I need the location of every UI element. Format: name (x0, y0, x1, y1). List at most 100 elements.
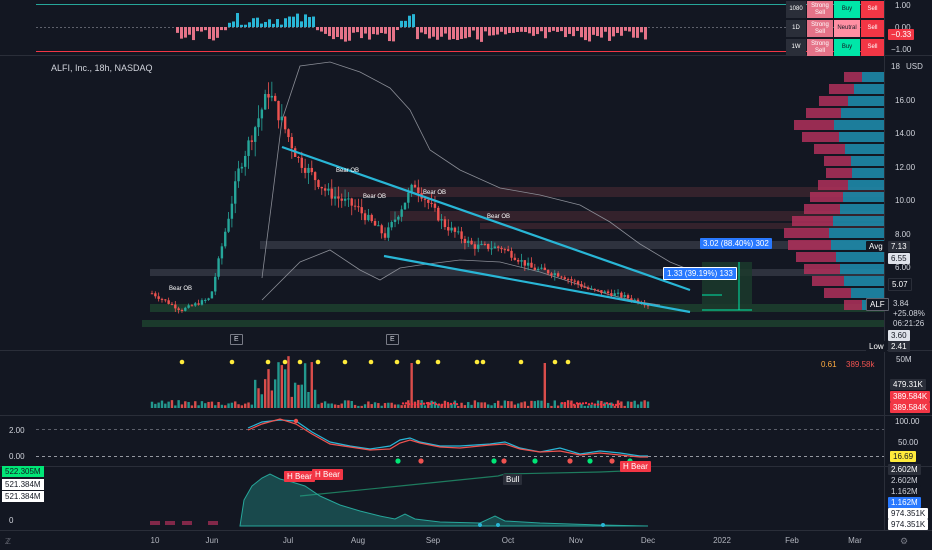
candle-body (377, 225, 380, 227)
volume-dot (590, 402, 594, 405)
chart-title[interactable]: ALFI, Inc., 18h, NASDAQ (51, 63, 153, 73)
histogram-bar (504, 27, 507, 35)
histogram-bar (272, 23, 275, 27)
bear-ob-zone (330, 187, 884, 197)
osc-value-tag: 16.69 (890, 451, 917, 462)
volume-bar (313, 389, 317, 408)
volume-dot (446, 401, 450, 405)
volume-bar (303, 363, 307, 408)
volume-dot (572, 403, 576, 407)
profile-bar (844, 276, 884, 286)
histogram-bar (624, 27, 627, 31)
time-axis[interactable]: 10 Jun Jul Aug Sep Oct Nov Dec 2022 Feb Mar (151, 536, 863, 545)
candle-body (550, 273, 553, 276)
histogram-bar (428, 27, 431, 39)
osc-dot (501, 458, 507, 464)
volume-dot (578, 402, 582, 405)
candle-body (277, 100, 280, 121)
profile-bar (819, 96, 848, 106)
descending-trendline[interactable] (281, 145, 691, 292)
settings-icon[interactable]: ⚙ (900, 536, 908, 546)
tv-logo-icon[interactable]: ℤ (5, 537, 11, 546)
bottom-right-tag: 2.602M (888, 464, 921, 475)
candle-body (523, 260, 527, 266)
volume-dot (587, 403, 591, 406)
candle-body (546, 270, 550, 274)
candle-body (177, 308, 180, 310)
profile-bar (848, 96, 884, 106)
profile-bar (836, 252, 884, 262)
resistance-zone (150, 269, 884, 276)
volume-bar (526, 405, 530, 408)
histogram-bar (328, 27, 331, 37)
volume-dot (419, 402, 423, 406)
candle-body (423, 198, 427, 200)
price-scale-label: 18 (891, 62, 900, 71)
candle-body (287, 129, 290, 138)
signal-dot (415, 359, 421, 365)
candle-body (217, 258, 220, 277)
volume-bar (556, 405, 560, 408)
candle-body (580, 284, 583, 287)
histogram-bar (292, 16, 295, 27)
volume-bar (586, 405, 590, 408)
support-trendline[interactable] (383, 254, 691, 314)
osc-dot (532, 458, 538, 464)
volume-bar (350, 401, 353, 408)
histogram-bar (220, 27, 223, 31)
histogram-bar (516, 27, 519, 32)
volume-bar (330, 403, 333, 408)
volume-bar (240, 405, 244, 408)
osc-dot (491, 458, 497, 464)
price-candles[interactable] (150, 81, 650, 314)
histogram-bar (232, 21, 235, 27)
volume-bar (520, 402, 523, 408)
ratings-rating: Strong Sell (807, 20, 833, 37)
volume-dot (581, 402, 585, 405)
volume-bar (400, 405, 403, 408)
volume-bar (593, 403, 596, 408)
price-scale-label: 16.00 (895, 96, 916, 105)
histogram-bar (324, 27, 327, 34)
volume-bar (373, 402, 377, 408)
histogram-bar (452, 27, 455, 40)
earnings-marker[interactable]: E (386, 334, 399, 345)
histogram-bar (320, 27, 323, 32)
volume-bar (253, 379, 257, 408)
profile-bar (806, 108, 841, 118)
signal-dot (368, 359, 374, 365)
order-block-label: Bear OB (336, 168, 360, 174)
measure-label[interactable]: 3.02 (88.40%) 302 (700, 238, 772, 249)
profile-bar (818, 180, 848, 190)
volume-bar (194, 401, 197, 408)
histogram-bar (620, 27, 623, 36)
histogram-bar (276, 19, 279, 27)
volume-dot (434, 402, 438, 406)
ratings-rating: Strong Sell (807, 1, 833, 18)
earnings-marker[interactable]: E (230, 334, 243, 345)
volume-bar (327, 403, 330, 408)
histogram-bar (456, 27, 459, 41)
symbol-tag[interactable]: ALF (866, 298, 889, 311)
candle-body (403, 202, 407, 210)
candle-body (214, 276, 217, 292)
candle-body (503, 249, 507, 251)
histogram-bar (576, 27, 579, 31)
bear-label: H Bear (284, 471, 315, 482)
candle-body (477, 244, 480, 249)
volume-bar (623, 405, 626, 408)
candle-body (190, 305, 194, 307)
volume-dot (602, 403, 606, 407)
profile-bar (794, 120, 834, 130)
candle-body (234, 181, 237, 204)
measure-label[interactable]: 1.33 (39.19%) 133 (663, 267, 737, 280)
volume-bar (497, 400, 500, 408)
ratings-signal-3: Sell (861, 39, 884, 56)
candle-body (493, 246, 497, 249)
volume-bar (533, 401, 537, 408)
price-scale-label: 14.00 (895, 129, 916, 138)
histogram-bar (612, 27, 615, 37)
volume-dot (443, 403, 447, 406)
volume-dot (596, 403, 600, 406)
